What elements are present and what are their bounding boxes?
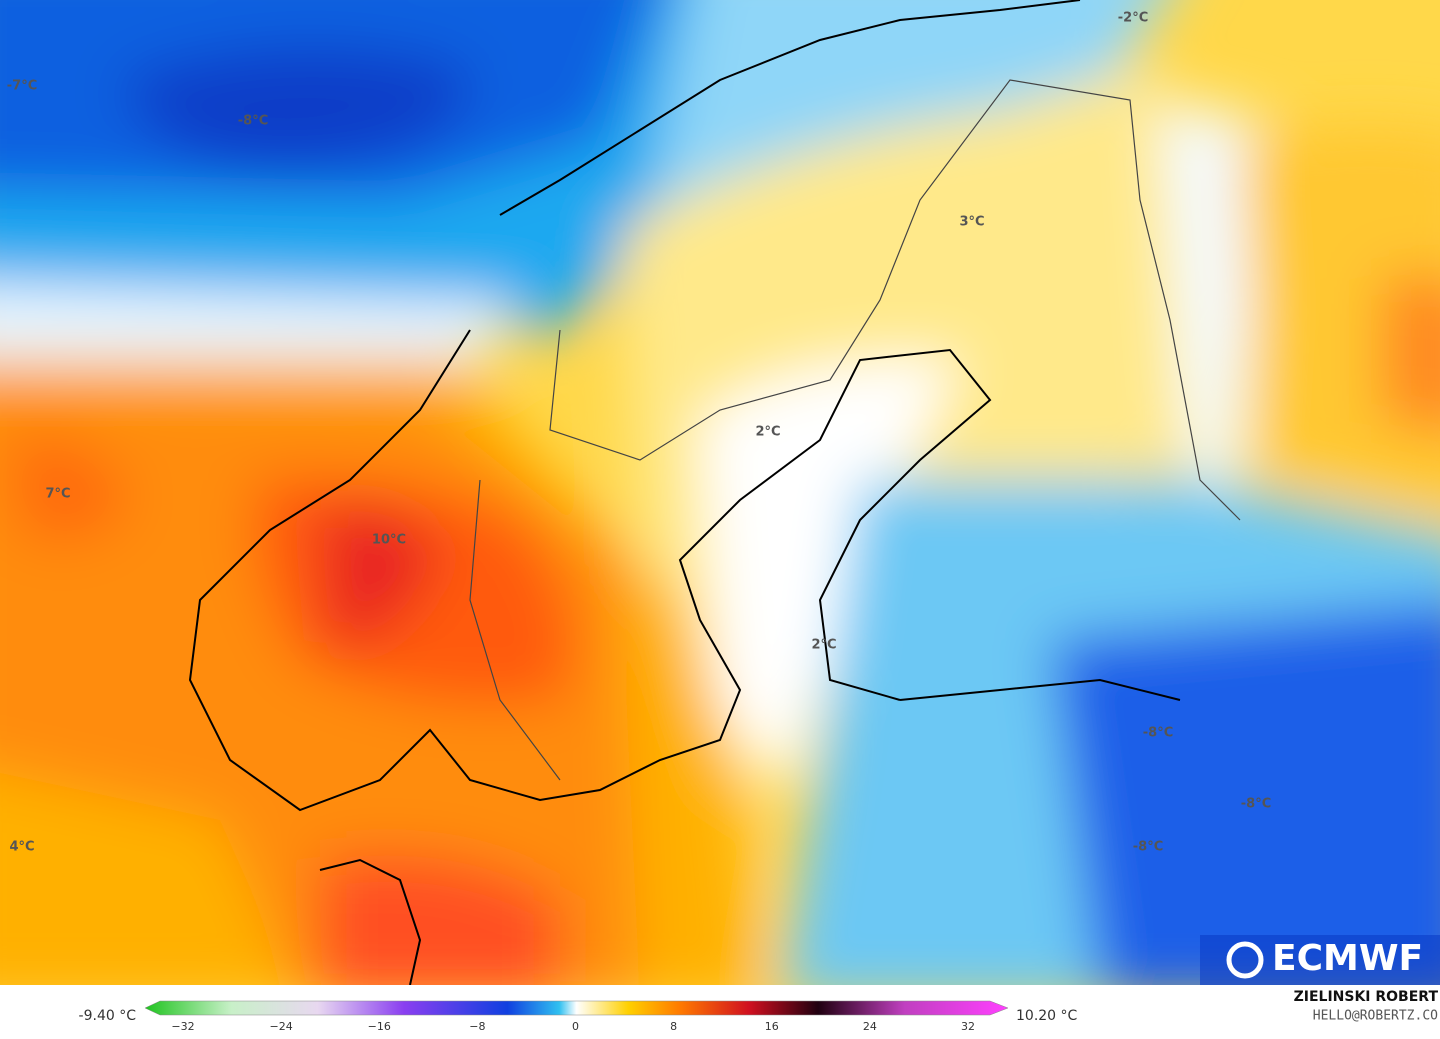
map: -7°C -8°C -2°C 3°C 2°C 7°C 10°C 2°C 4°C … (0, 0, 1440, 1000)
temperature-field (0, 0, 1440, 1000)
colorbar-tick-label: 24 (863, 1020, 877, 1033)
colorbar-tick-label: 0 (572, 1020, 579, 1033)
colorbar (144, 1000, 1009, 1016)
logo: ECMWF (1272, 938, 1423, 979)
colorbar-tick-label: 8 (670, 1020, 677, 1033)
temp-label: 4°C (9, 840, 34, 855)
temp-label: -8°C (1143, 726, 1173, 741)
temp-label: 2°C (811, 638, 836, 653)
borders (469, 79, 1241, 781)
temp-label: 2°C (755, 425, 780, 440)
colorbar-tick-label: −32 (171, 1020, 194, 1033)
author: ZIELINSKI ROBERT (1294, 989, 1439, 1005)
email: HELLO@ROBERTZ.CO (1313, 1009, 1438, 1024)
coastlines (188, 0, 1181, 986)
colorbar-tick-label: −24 (270, 1020, 293, 1033)
temp-label: -7°C (7, 79, 37, 94)
colorbar-tick-label: 16 (765, 1020, 779, 1033)
colorbar-tick-label: −8 (469, 1020, 485, 1033)
colorbar-min: -9.40 °C (79, 1008, 137, 1024)
colorbar-ticks: −32 −24 −16 −8 0 8 16 24 32 (171, 1020, 975, 1033)
colorbar-tick-label: −16 (368, 1020, 391, 1033)
temp-label: -8°C (238, 114, 268, 129)
temp-label: 3°C (959, 215, 984, 230)
temp-label: -2°C (1118, 11, 1148, 26)
colorbar-max: 10.20 °C (1016, 1008, 1078, 1024)
temp-label: -8°C (1241, 797, 1271, 812)
temp-label: 7°C (45, 487, 70, 502)
colorbar-tick-label: 32 (961, 1020, 975, 1033)
temp-label: -8°C (1133, 840, 1163, 855)
temp-label: 10°C (372, 533, 406, 548)
logo-icon (1226, 941, 1264, 979)
